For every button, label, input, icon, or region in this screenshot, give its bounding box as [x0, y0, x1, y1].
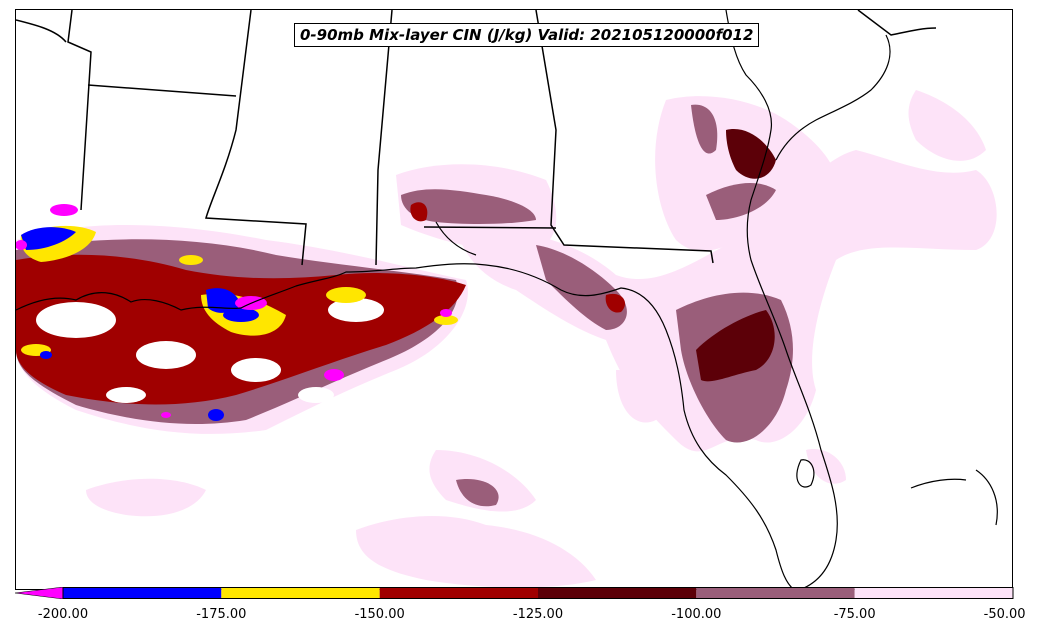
colorbar-tick-label: -125.00 — [512, 607, 564, 622]
cin-fill-blue — [21, 227, 259, 421]
cin-fill-darkred — [696, 129, 776, 382]
colorbar-tick-label: -50.00 — [983, 607, 1026, 622]
colorbar-tick-label: -75.00 — [833, 607, 876, 622]
colorbar-bin — [696, 587, 855, 599]
colorbar-extension-min — [15, 587, 64, 599]
map-title: 0-90mb Mix-layer CIN (J/kg) Valid: 20210… — [294, 23, 760, 47]
colorbar-tick-label: -150.00 — [354, 607, 405, 622]
cin-fill-gaps — [36, 298, 384, 403]
map-panel: 0-90mb Mix-layer CIN (J/kg) Valid: 20210… — [15, 9, 1013, 590]
colorbar-bin — [538, 587, 697, 599]
colorbar-bin — [854, 587, 1013, 599]
colorbar-bin — [379, 587, 538, 599]
colorbar-tick-label: -100.00 — [671, 607, 722, 622]
coastlines — [16, 10, 998, 589]
colorbar-bin — [63, 587, 222, 599]
cin-map — [16, 10, 998, 589]
colorbar-tick-label: -200.00 — [37, 607, 89, 622]
colorbar-outline — [62, 587, 1014, 599]
colorbar-bin — [221, 587, 380, 599]
state-borders — [16, 10, 937, 266]
colorbar-tick-label: -175.00 — [196, 607, 247, 622]
colorbar — [15, 587, 1014, 599]
